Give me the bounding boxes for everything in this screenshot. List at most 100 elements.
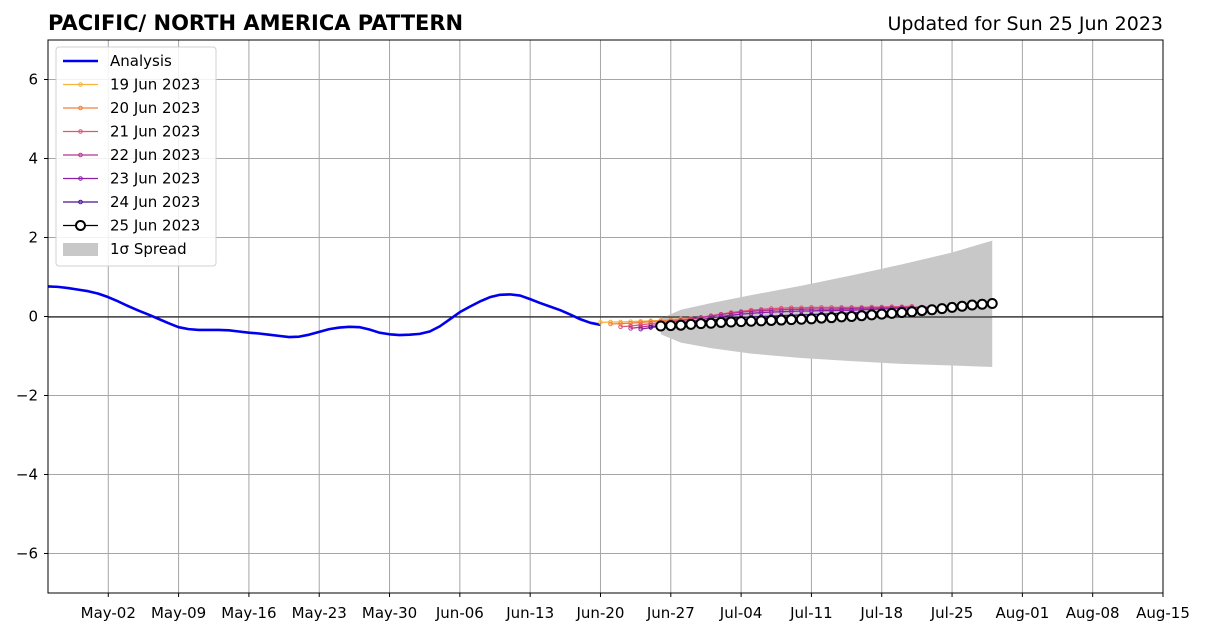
- y-tick-label: 0: [28, 308, 38, 326]
- legend-label: 24 Jun 2023: [110, 193, 200, 211]
- legend-item-analysis: Analysis: [63, 52, 172, 70]
- legend-item-22-jun-2023: 22 Jun 2023: [63, 146, 200, 164]
- data-point: [896, 307, 908, 319]
- data-point: [926, 304, 938, 316]
- data-point: [976, 298, 988, 310]
- data-point: [775, 314, 787, 326]
- data-point: [755, 315, 767, 327]
- x-tick-label: May-09: [151, 604, 206, 622]
- data-point: [648, 324, 654, 330]
- data-point: [956, 300, 968, 312]
- x-tick-label: Jun-27: [646, 604, 695, 622]
- data-point: [598, 320, 603, 325]
- legend-label: 22 Jun 2023: [110, 146, 200, 164]
- y-tick-label: −6: [16, 545, 38, 563]
- legend-item-1-spread: 1σ Spread: [63, 240, 187, 258]
- spread-area: [660, 240, 993, 368]
- data-point: [638, 326, 643, 332]
- data-point: [856, 310, 868, 322]
- y-tick-label: 6: [28, 71, 38, 89]
- spread-band: [660, 240, 993, 368]
- legend-label: 20 Jun 2023: [110, 99, 200, 117]
- legend-item-21-jun-2023: 21 Jun 2023: [63, 123, 200, 141]
- data-point: [946, 301, 958, 313]
- data-point: [795, 313, 807, 325]
- x-tick-label: Jul-18: [859, 604, 903, 622]
- data-point: [846, 311, 858, 322]
- legend-label: 21 Jun 2023: [110, 123, 200, 141]
- legend-label: 19 Jun 2023: [110, 76, 200, 94]
- x-tick-label: May-30: [362, 604, 417, 622]
- x-tick-label: Jul-25: [930, 604, 974, 622]
- series-group: [47, 285, 998, 339]
- data-point: [705, 317, 717, 329]
- legend-marker: [78, 129, 83, 134]
- legend: Analysis 19 Jun 2023 20 Jun 2023 21 Jun 202…: [55, 46, 217, 267]
- x-tick-label: Jun-13: [505, 604, 554, 622]
- series-25-jun-2023: [655, 297, 998, 332]
- legend-item-20-jun-2023: 20 Jun 2023: [63, 99, 200, 117]
- chart-subtitle: Updated for Sun 25 Jun 2023: [887, 13, 1163, 35]
- data-point: [608, 321, 613, 327]
- y-tick-label: −4: [16, 466, 38, 484]
- legend-marker: [78, 199, 83, 205]
- legend-item-25-jun-2023: 25 Jun 2023: [63, 217, 200, 235]
- data-point: [916, 305, 928, 317]
- legend-label: Analysis: [110, 52, 172, 70]
- data-point: [675, 319, 687, 331]
- series-line: [47, 285, 601, 339]
- data-point: [618, 324, 623, 330]
- legend-label: 25 Jun 2023: [110, 217, 200, 235]
- legend-swatch: [63, 243, 98, 256]
- data-point: [715, 316, 727, 328]
- data-point: [745, 315, 757, 327]
- data-point: [695, 318, 707, 330]
- x-tick-label: Aug-15: [1136, 604, 1190, 622]
- x-tick-label: Jun-06: [435, 604, 484, 622]
- y-axis: −6 −4 −2 0 2 4 6: [16, 71, 48, 563]
- data-point: [866, 309, 878, 321]
- legend-item-24-jun-2023: 24 Jun 2023: [63, 193, 200, 211]
- data-point: [836, 311, 848, 323]
- legend-marker: [78, 105, 83, 111]
- x-tick-label: Jun-20: [576, 604, 625, 622]
- data-point: [735, 316, 747, 328]
- data-point: [765, 314, 777, 326]
- data-point: [685, 318, 697, 330]
- legend-marker: [75, 220, 86, 231]
- data-point: [628, 326, 633, 331]
- data-point: [826, 312, 838, 324]
- data-point: [725, 316, 737, 328]
- legend-label: 1σ Spread: [110, 240, 187, 258]
- series-analysis: [47, 285, 601, 339]
- chart-title: PACIFIC/ NORTH AMERICA PATTERN: [48, 11, 463, 35]
- x-tick-label: May-16: [221, 604, 276, 622]
- legend-label: 23 Jun 2023: [110, 170, 200, 188]
- x-tick-label: May-02: [81, 604, 136, 622]
- legend-marker: [78, 152, 83, 158]
- x-tick-label: May-23: [292, 604, 347, 622]
- legend-item-23-jun-2023: 23 Jun 2023: [63, 170, 200, 188]
- x-tick-label: Jul-11: [789, 604, 833, 622]
- data-point: [665, 320, 677, 332]
- data-point: [876, 308, 888, 320]
- data-point: [886, 307, 898, 319]
- x-tick-label: Aug-08: [1066, 604, 1120, 622]
- data-point: [805, 313, 817, 325]
- legend-marker: [78, 176, 83, 181]
- data-point: [936, 303, 948, 315]
- legend-item-19-jun-2023: 19 Jun 2023: [63, 76, 200, 94]
- y-tick-label: 2: [28, 229, 38, 247]
- data-point: [655, 320, 667, 332]
- legend-marker: [78, 82, 83, 87]
- data-point: [906, 306, 918, 318]
- data-point: [815, 312, 827, 324]
- data-point: [628, 320, 633, 326]
- data-point: [986, 297, 998, 309]
- x-axis: May-02 May-09 May-16 May-23 May-30 Jun-06 Jun-…: [81, 593, 1190, 622]
- y-tick-label: −2: [16, 387, 38, 405]
- legend-box: [55, 46, 217, 267]
- x-tick-label: Jul-04: [719, 604, 763, 622]
- data-point: [966, 299, 978, 311]
